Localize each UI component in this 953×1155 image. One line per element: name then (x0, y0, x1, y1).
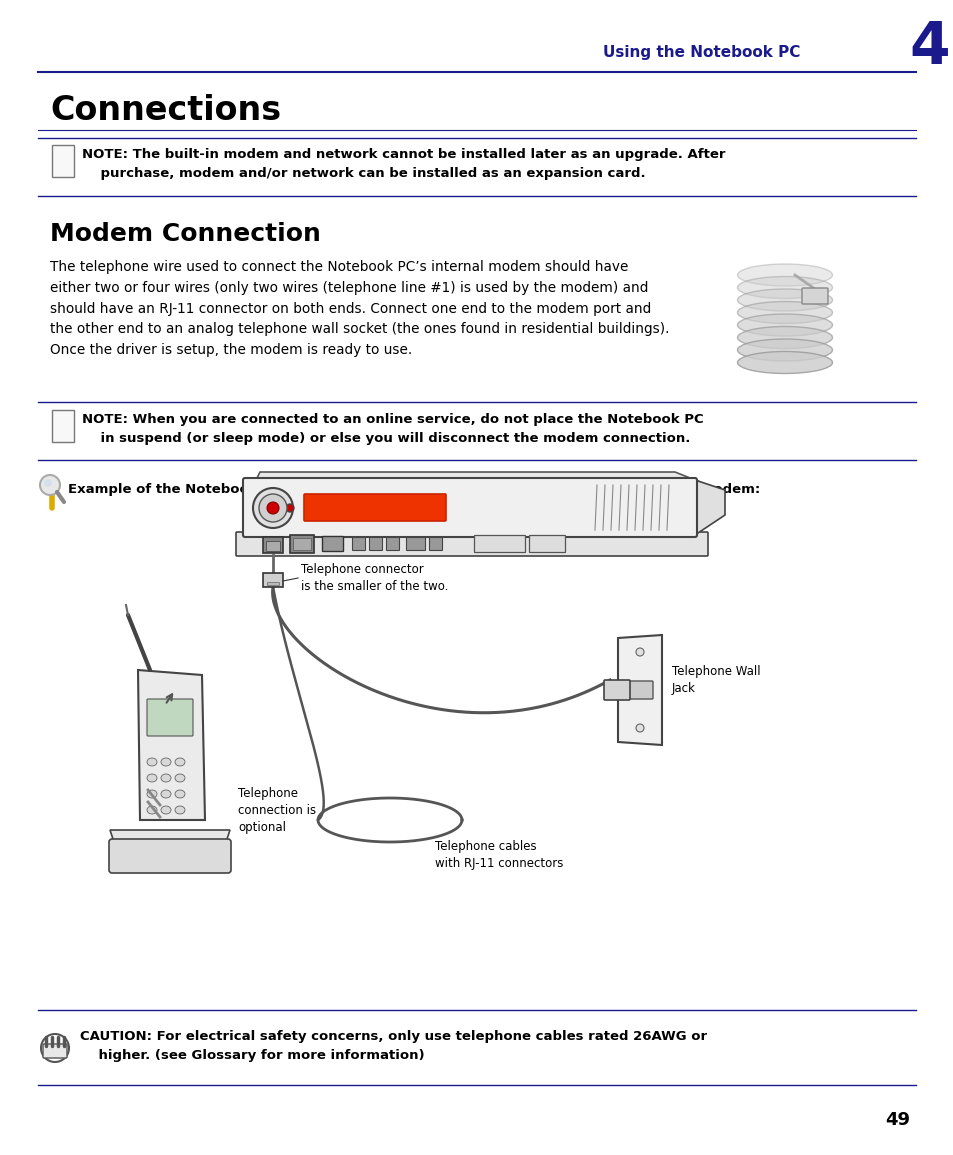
FancyBboxPatch shape (290, 535, 314, 553)
Circle shape (44, 479, 52, 487)
FancyBboxPatch shape (352, 537, 365, 551)
Ellipse shape (161, 790, 171, 798)
Ellipse shape (737, 264, 832, 286)
Text: Telephone connector
is the smaller of the two.: Telephone connector is the smaller of th… (301, 562, 448, 593)
FancyBboxPatch shape (109, 839, 231, 873)
FancyBboxPatch shape (386, 537, 399, 551)
Text: Telephone cables
with RJ-11 connectors: Telephone cables with RJ-11 connectors (435, 840, 563, 870)
Polygon shape (254, 472, 700, 482)
Ellipse shape (161, 806, 171, 814)
Polygon shape (618, 635, 661, 745)
Polygon shape (110, 830, 230, 845)
Circle shape (636, 724, 643, 732)
FancyBboxPatch shape (429, 537, 442, 551)
Circle shape (258, 494, 287, 522)
Ellipse shape (161, 774, 171, 782)
Ellipse shape (737, 327, 832, 349)
FancyBboxPatch shape (626, 681, 652, 699)
Text: Modem Connection: Modem Connection (50, 222, 320, 246)
FancyBboxPatch shape (529, 536, 565, 552)
FancyBboxPatch shape (406, 537, 425, 551)
Circle shape (40, 475, 60, 495)
FancyBboxPatch shape (293, 538, 311, 550)
Ellipse shape (147, 790, 157, 798)
Text: Example of the Notebook PC connected to a telephone jack for use with the built-: Example of the Notebook PC connected to … (68, 484, 760, 497)
FancyBboxPatch shape (243, 478, 697, 537)
FancyBboxPatch shape (263, 537, 283, 553)
Ellipse shape (147, 806, 157, 814)
Ellipse shape (737, 340, 832, 362)
Text: 49: 49 (884, 1111, 909, 1128)
Text: 4: 4 (909, 20, 949, 76)
Ellipse shape (737, 301, 832, 323)
Text: NOTE: When you are connected to an online service, do not place the Notebook PC
: NOTE: When you are connected to an onlin… (82, 413, 703, 445)
Ellipse shape (174, 790, 185, 798)
Ellipse shape (174, 806, 185, 814)
Polygon shape (138, 670, 205, 820)
Ellipse shape (174, 758, 185, 766)
FancyBboxPatch shape (369, 537, 382, 551)
Circle shape (636, 648, 643, 656)
FancyBboxPatch shape (304, 494, 446, 521)
Ellipse shape (147, 758, 157, 766)
Text: Telephone
connection is
optional: Telephone connection is optional (237, 787, 315, 834)
Circle shape (286, 504, 294, 512)
FancyBboxPatch shape (147, 699, 193, 736)
Text: Using the Notebook PC: Using the Notebook PC (602, 45, 800, 60)
FancyBboxPatch shape (474, 536, 525, 552)
Ellipse shape (161, 758, 171, 766)
FancyBboxPatch shape (43, 1044, 67, 1058)
FancyBboxPatch shape (322, 537, 343, 551)
Text: The telephone wire used to connect the Notebook PC’s internal modem should have
: The telephone wire used to connect the N… (50, 260, 669, 357)
Ellipse shape (737, 276, 832, 298)
Text: CAUTION: For electrical safety concerns, only use telephone cables rated 26AWG o: CAUTION: For electrical safety concerns,… (80, 1030, 706, 1061)
FancyBboxPatch shape (52, 146, 74, 177)
Ellipse shape (174, 774, 185, 782)
FancyBboxPatch shape (266, 541, 280, 551)
Polygon shape (695, 480, 724, 535)
Text: Telephone Wall
Jack: Telephone Wall Jack (671, 665, 760, 695)
FancyBboxPatch shape (267, 582, 278, 584)
FancyBboxPatch shape (235, 532, 707, 556)
Ellipse shape (737, 351, 832, 373)
FancyBboxPatch shape (263, 573, 283, 587)
Ellipse shape (147, 774, 157, 782)
FancyBboxPatch shape (52, 410, 74, 442)
FancyBboxPatch shape (603, 680, 629, 700)
Circle shape (267, 502, 278, 514)
Circle shape (253, 489, 293, 528)
Ellipse shape (737, 289, 832, 311)
Text: NOTE: The built-in modem and network cannot be installed later as an upgrade. Af: NOTE: The built-in modem and network can… (82, 148, 724, 179)
Ellipse shape (737, 314, 832, 336)
FancyBboxPatch shape (801, 288, 827, 304)
Text: Connections: Connections (50, 94, 281, 127)
